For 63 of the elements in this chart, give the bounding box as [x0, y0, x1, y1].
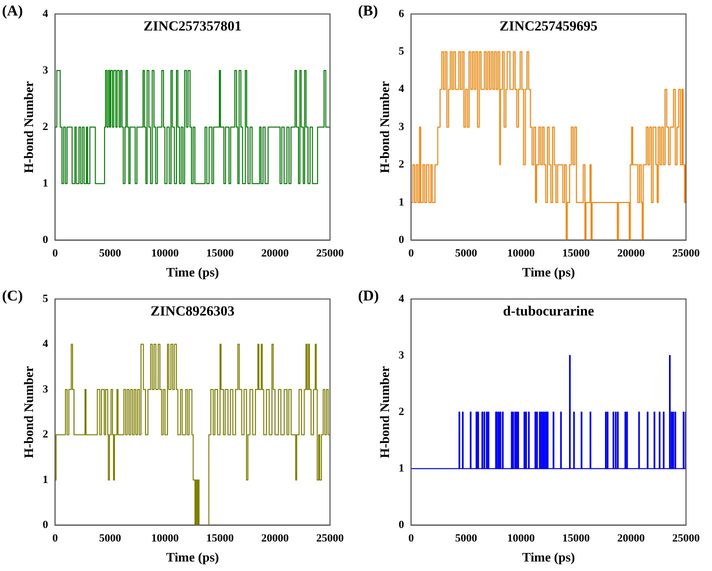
x-tick-label: 15000 [206, 532, 234, 545]
y-tick-label: 4 [398, 292, 405, 305]
x-tick-label: 20000 [261, 248, 290, 260]
y-tick-label: 3 [398, 349, 405, 362]
x-tick-label: 0 [52, 248, 58, 260]
x-tick-label: 20000 [617, 532, 646, 545]
x-axis-title: Time (ps) [166, 264, 219, 280]
x-tick-label: 0 [408, 532, 414, 545]
x-tick-label: 0 [52, 532, 58, 545]
chart-title: ZINC257459695 [500, 20, 598, 35]
x-tick-label: 5000 [99, 532, 122, 545]
x-axis-title: Time (ps) [522, 264, 575, 280]
x-tick-label: 20000 [261, 532, 290, 545]
y-tick-label: 3 [398, 120, 405, 133]
y-tick-label: 4 [42, 8, 49, 20]
y-tick-label: 5 [42, 292, 49, 305]
x-tick-label: 5000 [455, 532, 478, 545]
y-tick-label: 0 [398, 519, 405, 532]
y-tick-label: 2 [398, 158, 405, 171]
x-tick-label: 10000 [151, 248, 180, 260]
x-tick-label: 0 [408, 248, 414, 260]
x-tick-label: 15000 [562, 248, 590, 260]
y-tick-label: 1 [42, 474, 48, 486]
y-tick-label: 2 [398, 406, 405, 418]
y-axis-title: H-bond Number [21, 366, 36, 458]
y-tick-label: 6 [398, 8, 405, 20]
y-tick-label: 1 [42, 177, 48, 190]
y-tick-label: 4 [42, 338, 49, 350]
x-tick-label: 10000 [507, 532, 536, 545]
y-tick-label: 4 [398, 83, 405, 96]
y-axis-title: H-bond Number [21, 80, 36, 174]
x-tick-label: 25000 [316, 532, 344, 545]
y-tick-label: 0 [398, 234, 405, 246]
x-tick-label: 25000 [672, 248, 700, 260]
x-axis-title: Time (ps) [522, 550, 575, 565]
chart-title: ZINC257357801 [144, 20, 242, 35]
x-tick-label: 5000 [99, 248, 122, 260]
y-axis-title: H-bond Number [377, 366, 392, 458]
y-tick-label: 2 [42, 428, 49, 441]
x-tick-label: 15000 [206, 248, 234, 260]
x-tick-label: 15000 [562, 532, 590, 545]
text: (C) [2, 288, 23, 304]
chart-title: d-tubocurarine [503, 304, 594, 320]
x-axis-title: Time (ps) [166, 550, 219, 565]
y-tick-label: 3 [42, 64, 49, 76]
y-tick-label: 2 [42, 120, 49, 133]
y-tick-label: 0 [42, 519, 49, 532]
y-axis-title: H-bond Number [377, 80, 392, 174]
y-tick-label: 0 [42, 234, 49, 246]
x-tick-label: 5000 [455, 248, 478, 260]
y-tick-label: 1 [398, 196, 404, 208]
chart-title: ZINC8926303 [150, 304, 235, 320]
text: (D) [358, 288, 379, 304]
x-tick-label: 20000 [617, 248, 646, 260]
y-tick-label: 1 [398, 462, 404, 474]
y-tick-label: 5 [398, 46, 405, 58]
text: (B) [358, 3, 378, 20]
y-tick-label: 3 [42, 383, 49, 396]
x-tick-label: 10000 [507, 248, 536, 260]
x-tick-label: 25000 [672, 532, 700, 545]
x-tick-label: 25000 [316, 248, 344, 260]
text: (A) [2, 3, 23, 20]
x-tick-label: 10000 [151, 532, 180, 545]
